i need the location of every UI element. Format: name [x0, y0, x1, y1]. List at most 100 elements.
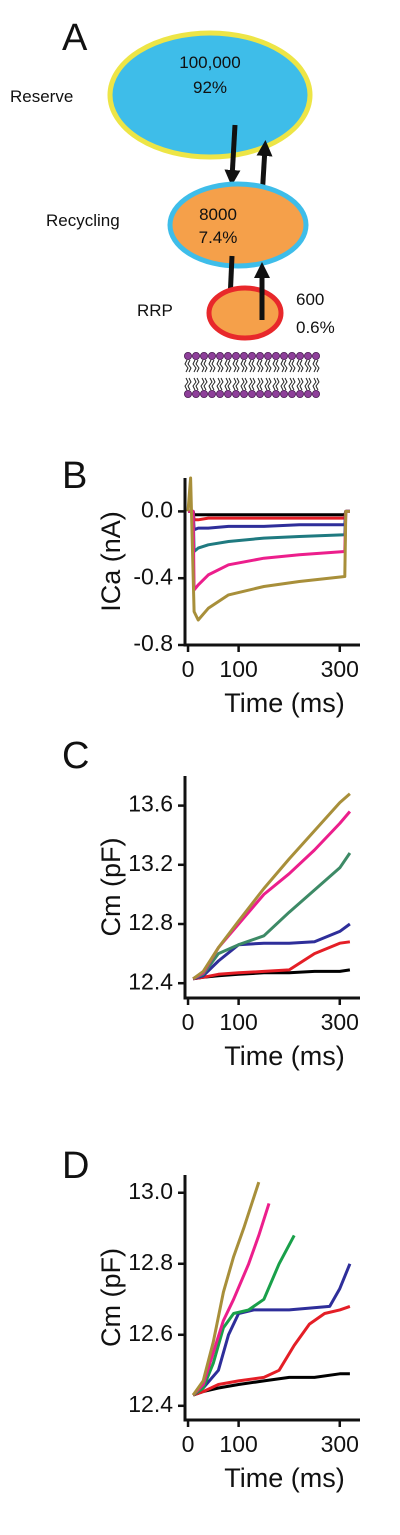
data-line	[192, 852, 352, 981]
panel-label: D	[62, 1145, 89, 1187]
data-line	[192, 922, 351, 981]
pool-name: Recycling	[46, 211, 120, 230]
lipid-head	[279, 389, 288, 398]
lipid-head	[287, 351, 296, 360]
recycling-pool	[167, 181, 309, 269]
lipid-head	[231, 351, 240, 360]
data-line	[192, 1202, 271, 1397]
y-tick-label: 12.8	[128, 1249, 173, 1275]
reserve-pool	[107, 30, 313, 160]
lipid-head	[271, 351, 280, 360]
data-line	[192, 1304, 351, 1397]
y-axis-title: Cm (pF)	[96, 1248, 126, 1347]
lipid-head	[295, 351, 304, 360]
lipid-head	[183, 351, 192, 360]
lipid-head	[207, 351, 216, 360]
y-axis-title: Cm (pF)	[96, 838, 126, 937]
data-line	[192, 792, 351, 981]
lipid-head	[199, 389, 208, 398]
lipid-head	[215, 389, 224, 398]
data-line	[186, 476, 350, 622]
lipid-head	[303, 351, 312, 360]
y-tick-label: 13.2	[128, 850, 173, 876]
lipid-tail	[288, 359, 296, 391]
lipid-tail	[256, 359, 264, 391]
y-tick-label: 12.4	[128, 1391, 173, 1417]
rrp-pool	[206, 285, 284, 341]
lipid-head	[311, 351, 320, 360]
lipid-tail	[208, 359, 216, 391]
lipid-head	[247, 351, 256, 360]
lipid-head	[255, 389, 264, 398]
lipid-tail	[240, 359, 248, 391]
lipid-head	[271, 389, 280, 398]
x-tick-label: 0	[182, 1009, 195, 1035]
panel-label: B	[62, 455, 87, 497]
x-axis-title: Time (ms)	[224, 1041, 344, 1071]
data-line	[188, 509, 350, 517]
pool-count: 100,000	[179, 53, 240, 72]
lipid-head	[191, 351, 200, 360]
x-axis-title: Time (ms)	[224, 1463, 344, 1493]
panel-a: A 100,000 92% Reserve 8000 7.4% Recyclin…	[10, 17, 335, 398]
lipid-head	[263, 351, 272, 360]
lipid-tail	[296, 359, 304, 391]
pool-percent: 7.4%	[199, 228, 238, 247]
lipid-head	[183, 389, 192, 398]
x-tick-label: 300	[321, 1009, 359, 1035]
data-line	[192, 1234, 296, 1397]
lipid-head	[231, 389, 240, 398]
lipid-tail	[312, 359, 320, 391]
pool-count: 8000	[199, 205, 237, 224]
x-tick-label: 100	[219, 1009, 257, 1035]
lipid-head	[247, 389, 256, 398]
x-tick-label: 100	[219, 1431, 257, 1457]
lipid-tail	[272, 359, 280, 391]
data-line	[191, 1181, 261, 1396]
x-tick-label: 300	[321, 1431, 359, 1457]
lipid-head	[287, 389, 296, 398]
y-axis-title: ICa (nA)	[96, 511, 126, 612]
lipid-head	[311, 389, 320, 398]
lipid-head	[239, 351, 248, 360]
lipid-tail	[264, 359, 272, 391]
y-tick-label: 12.8	[128, 909, 173, 935]
lipid-head	[279, 351, 288, 360]
pool-percent: 0.6%	[296, 318, 335, 337]
x-tick-label: 0	[182, 656, 195, 682]
lipid-bilayer	[183, 351, 320, 398]
pool-count: 600	[296, 290, 324, 309]
lipid-tail	[248, 359, 256, 391]
y-tick-label: 0.0	[141, 496, 173, 522]
lipid-head	[239, 389, 248, 398]
lipid-head	[223, 389, 232, 398]
lipid-head	[255, 351, 264, 360]
lipid-head	[223, 351, 232, 360]
lipid-head	[199, 351, 208, 360]
lipid-tail	[280, 359, 288, 391]
y-tick-label: 13.0	[128, 1178, 173, 1204]
lipid-tail	[304, 359, 312, 391]
y-tick-label: -0.4	[133, 563, 173, 589]
lipid-tail	[184, 359, 192, 391]
lipid-head	[303, 389, 312, 398]
lipid-tail	[224, 359, 232, 391]
data-line	[192, 940, 351, 981]
x-axis-title: Time (ms)	[224, 688, 344, 718]
lipid-head	[207, 389, 216, 398]
lipid-tail	[192, 359, 200, 391]
lipid-tail	[200, 359, 208, 391]
pool-name: RRP	[137, 301, 173, 320]
arrow	[224, 124, 241, 186]
panel-label: C	[62, 735, 89, 777]
lipid-head	[263, 389, 272, 398]
x-tick-label: 300	[321, 656, 359, 682]
lipid-head	[191, 389, 200, 398]
y-tick-label: 12.4	[128, 968, 173, 994]
lipid-tail	[216, 359, 224, 391]
panel-label: A	[62, 17, 88, 59]
x-tick-label: 100	[219, 656, 257, 682]
lipid-head	[295, 389, 304, 398]
y-tick-label: 12.6	[128, 1320, 173, 1346]
